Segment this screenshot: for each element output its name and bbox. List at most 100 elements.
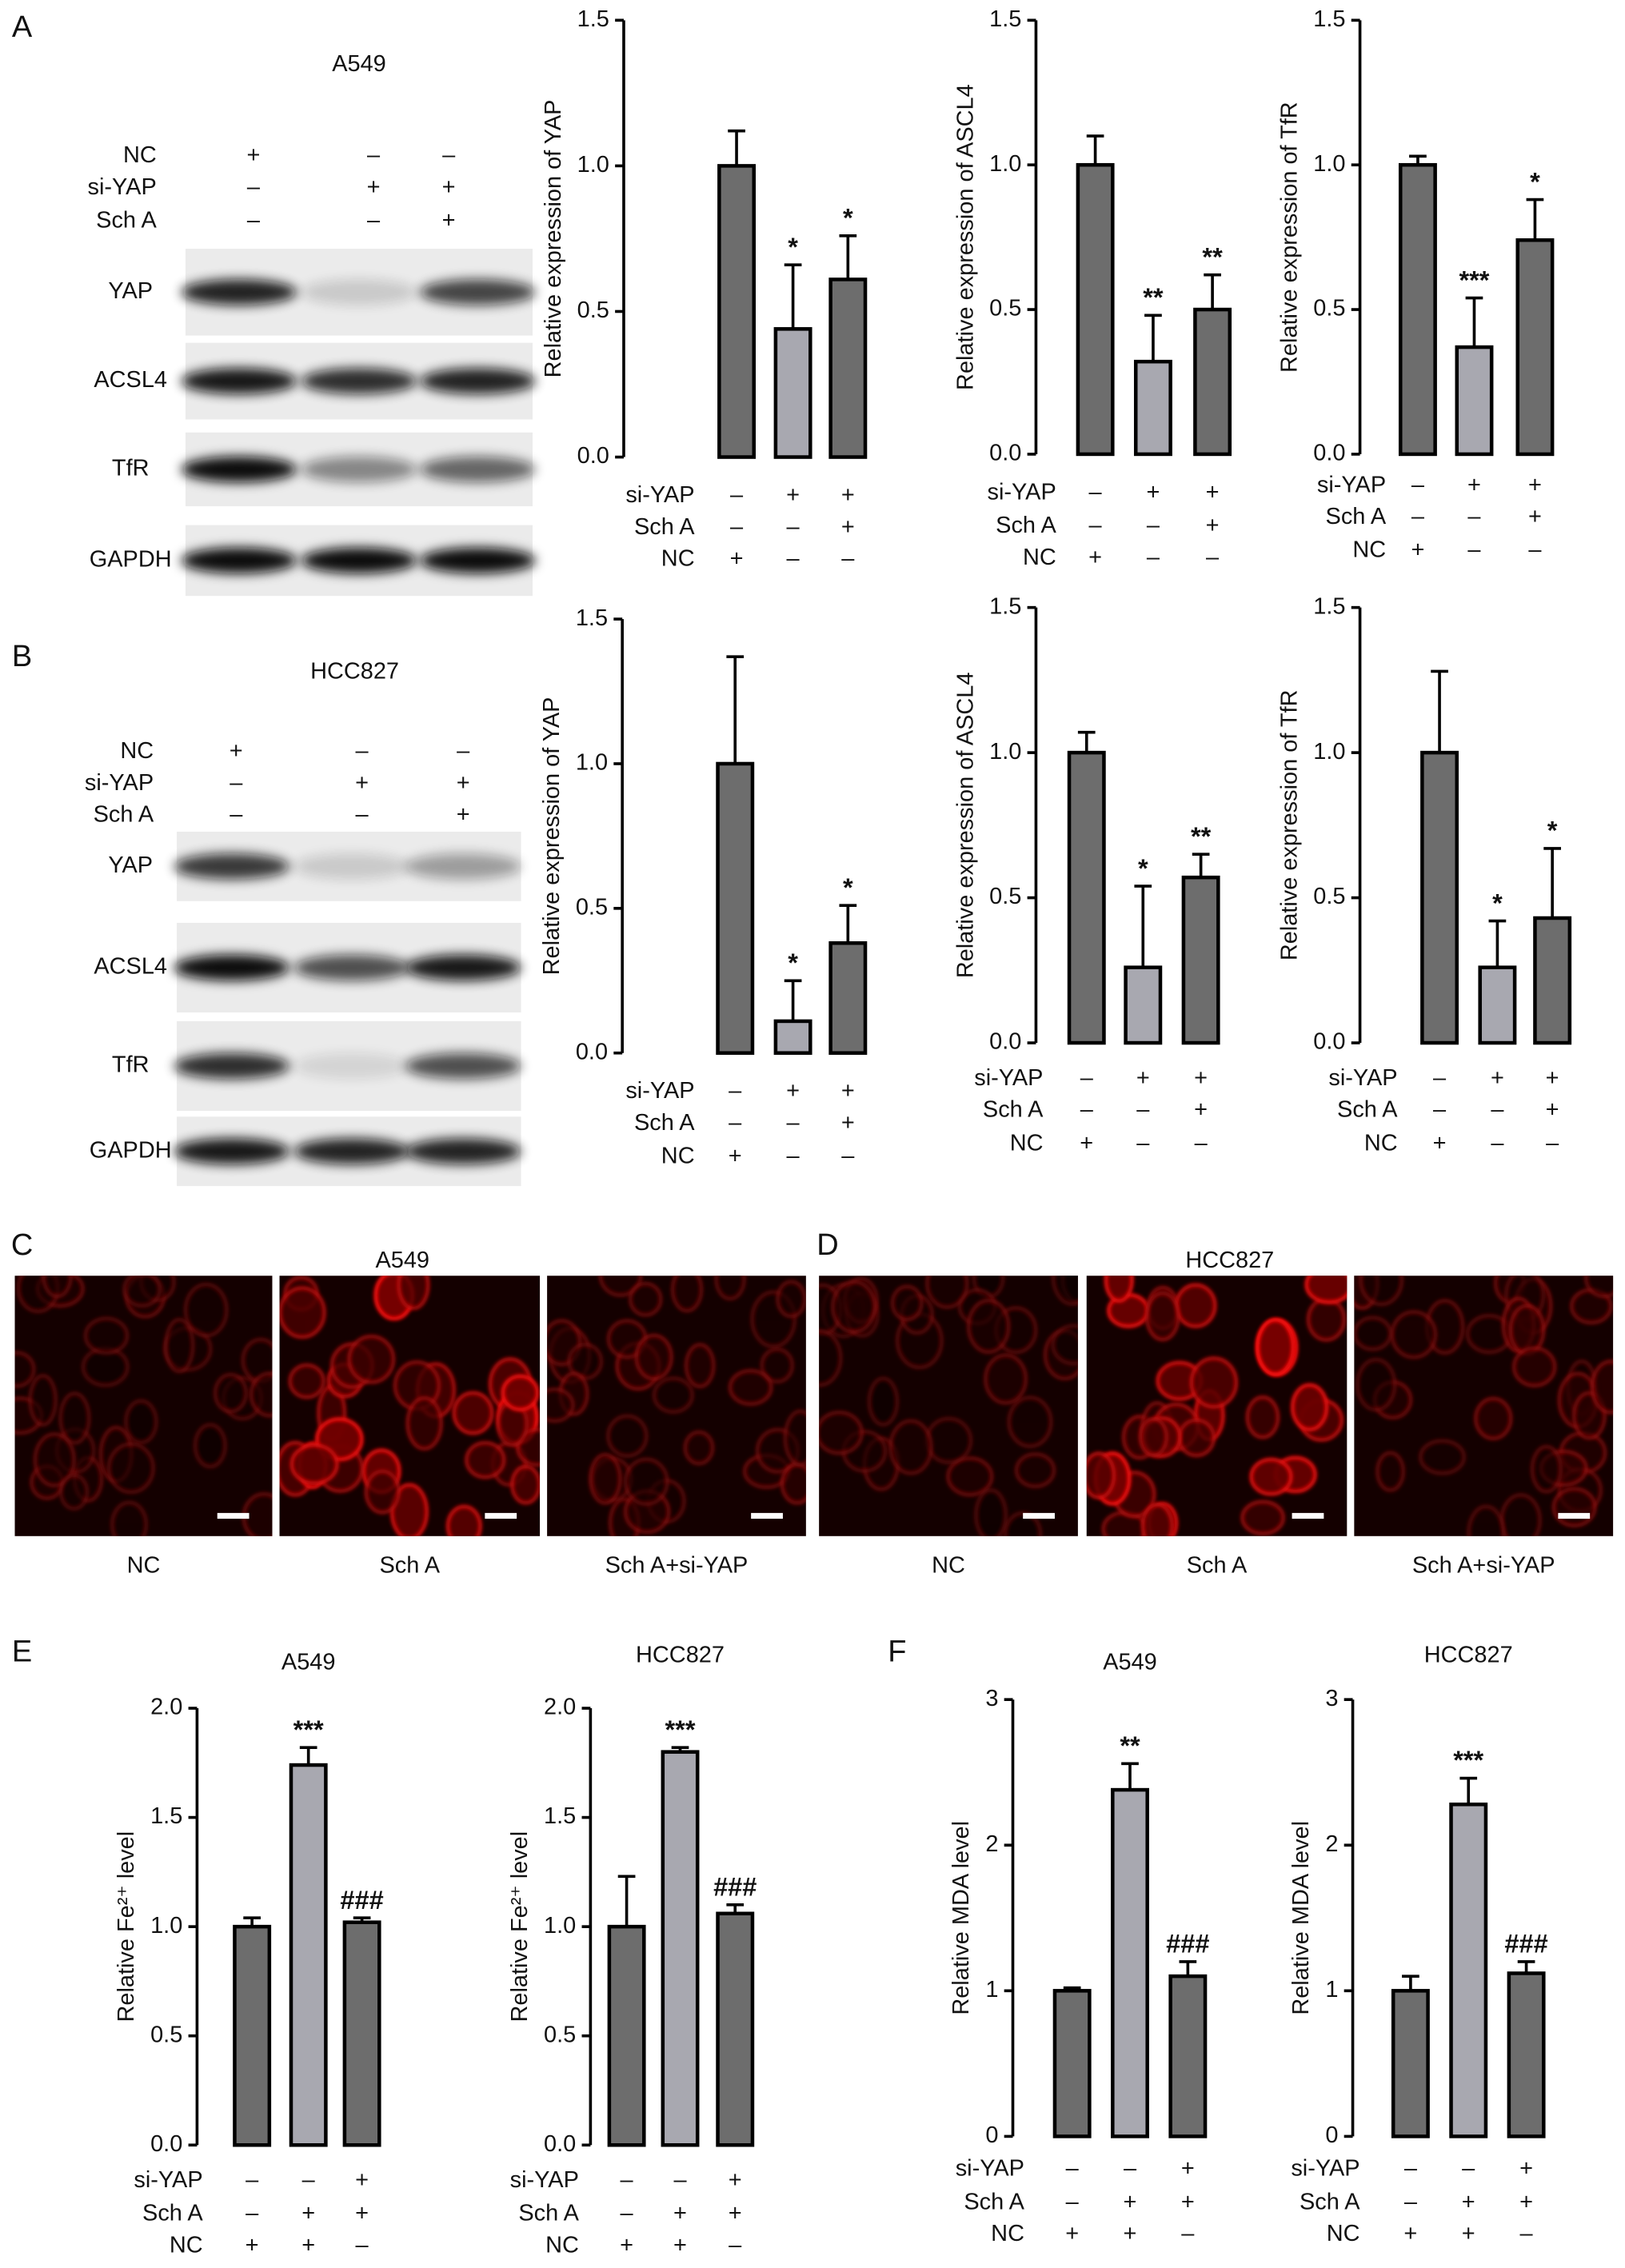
- bar: [1398, 162, 1437, 457]
- y-tick-label: 1.5: [1313, 6, 1345, 32]
- image-label: Sch A: [1187, 1552, 1248, 1578]
- y-tick-label: 0.5: [544, 2022, 576, 2047]
- blot-band: [174, 853, 290, 880]
- bar: [1533, 916, 1572, 1045]
- condition-sign: –: [787, 514, 801, 540]
- chart-title: HCC827: [636, 1643, 725, 1668]
- condition-sign: –: [1491, 1130, 1504, 1156]
- condition-sign: +: [673, 2201, 687, 2226]
- condition-sign: –: [1181, 2221, 1195, 2246]
- blot-band: [419, 456, 536, 483]
- cell: [1007, 1396, 1053, 1449]
- condition-sign: –: [1089, 479, 1103, 505]
- y-tick-label: 1.5: [1313, 593, 1345, 619]
- cell: [509, 1464, 541, 1505]
- condition-sign: +: [1124, 2221, 1137, 2246]
- condition-label: NC: [661, 1144, 695, 1169]
- condition-sign: +: [442, 207, 456, 233]
- significance: ###: [1166, 1930, 1209, 1959]
- condition-sign: +: [1065, 2221, 1079, 2246]
- condition-sign: +: [1519, 2189, 1533, 2214]
- cells: [279, 1276, 541, 1536]
- y-tick-label: 1: [1325, 1977, 1338, 2002]
- error-bar: [617, 1875, 636, 1927]
- cell: [501, 1374, 540, 1412]
- condition-sign: –: [356, 738, 369, 764]
- cell: [183, 1282, 229, 1338]
- y-axis-label: Relative Fe²⁺ level: [114, 1831, 139, 2022]
- cell: [623, 1457, 669, 1507]
- condition-sign: +: [1181, 2156, 1195, 2182]
- condition-sign: –: [1089, 513, 1103, 538]
- significance: ###: [1504, 1930, 1547, 1959]
- cell: [1511, 1346, 1557, 1388]
- cell: [405, 1396, 444, 1451]
- cell: [684, 1342, 716, 1389]
- condition-sign: –: [1136, 1130, 1150, 1156]
- error-bar: [839, 904, 857, 944]
- blot-title: HCC827: [310, 659, 399, 685]
- blot-band: [301, 279, 417, 305]
- condition-sign: +: [729, 2167, 742, 2193]
- condition-sign: +: [355, 2167, 369, 2193]
- protein-label: ACSL4: [94, 367, 167, 393]
- cell: [683, 1430, 715, 1466]
- bar: [717, 164, 757, 459]
- condition-label: NC: [1023, 545, 1056, 570]
- blot-band: [293, 1052, 410, 1080]
- error-bar: [1192, 852, 1210, 878]
- condition-sign: –: [841, 1144, 855, 1169]
- y-tick-label: 1.0: [1313, 151, 1345, 177]
- error-bar: [1204, 273, 1221, 310]
- condition-sign: –: [1206, 545, 1220, 570]
- bar: [828, 278, 868, 459]
- chart-title: HCC827: [1424, 1643, 1513, 1668]
- condition-sign: –: [1433, 1097, 1447, 1123]
- y-tick-label: 0: [985, 2122, 998, 2148]
- cell: [588, 1452, 623, 1505]
- y-tick-label: 0.5: [989, 296, 1021, 321]
- significance: *: [1547, 817, 1558, 845]
- condition-label: Sch A: [96, 207, 157, 233]
- condition-sign: +: [1194, 1065, 1208, 1091]
- cell: [1051, 1276, 1078, 1307]
- condition-sign: –: [1404, 2189, 1418, 2214]
- bar: [828, 940, 868, 1055]
- scale-bar: [1023, 1512, 1055, 1519]
- condition-sign: +: [457, 770, 470, 796]
- bar: [773, 1019, 812, 1055]
- protein-label: YAP: [108, 852, 153, 878]
- condition-sign: –: [247, 174, 261, 200]
- cell: [41, 1276, 74, 1299]
- condition-sign: –: [1136, 1097, 1150, 1123]
- cell: [445, 1504, 483, 1536]
- cell: [193, 1423, 228, 1469]
- bar: [1449, 1803, 1488, 2138]
- error-bar: [839, 234, 857, 280]
- condition-label: Sch A: [94, 802, 154, 828]
- condition-sign: –: [1080, 1097, 1094, 1123]
- blot-band: [405, 1052, 521, 1080]
- blot-band: [174, 1052, 290, 1080]
- cell: [819, 1328, 843, 1388]
- image-label: Sch A: [379, 1552, 440, 1578]
- condition-label: NC: [1010, 1130, 1044, 1156]
- condition-sign: –: [1066, 2189, 1080, 2214]
- condition-sign: –: [1411, 472, 1425, 497]
- cell: [1138, 1416, 1169, 1458]
- cell: [1003, 1511, 1043, 1536]
- cell: [670, 1276, 704, 1313]
- error-bar: [1402, 1975, 1419, 1991]
- condition-label: si-YAP: [1317, 472, 1386, 497]
- error-bar: [1121, 1762, 1139, 1791]
- scale-bar: [1292, 1512, 1324, 1519]
- condition-label: NC: [991, 2221, 1024, 2246]
- bar: [1076, 162, 1115, 457]
- y-tick-label: 0.5: [1313, 296, 1345, 321]
- y-axis-label: Relative Fe²⁺ level: [507, 1831, 533, 2022]
- cell: [397, 1276, 430, 1311]
- cell: [1304, 1276, 1348, 1304]
- significance: **: [1191, 822, 1212, 851]
- bar: [233, 1924, 272, 2147]
- condition-label: Sch A: [1300, 2189, 1360, 2214]
